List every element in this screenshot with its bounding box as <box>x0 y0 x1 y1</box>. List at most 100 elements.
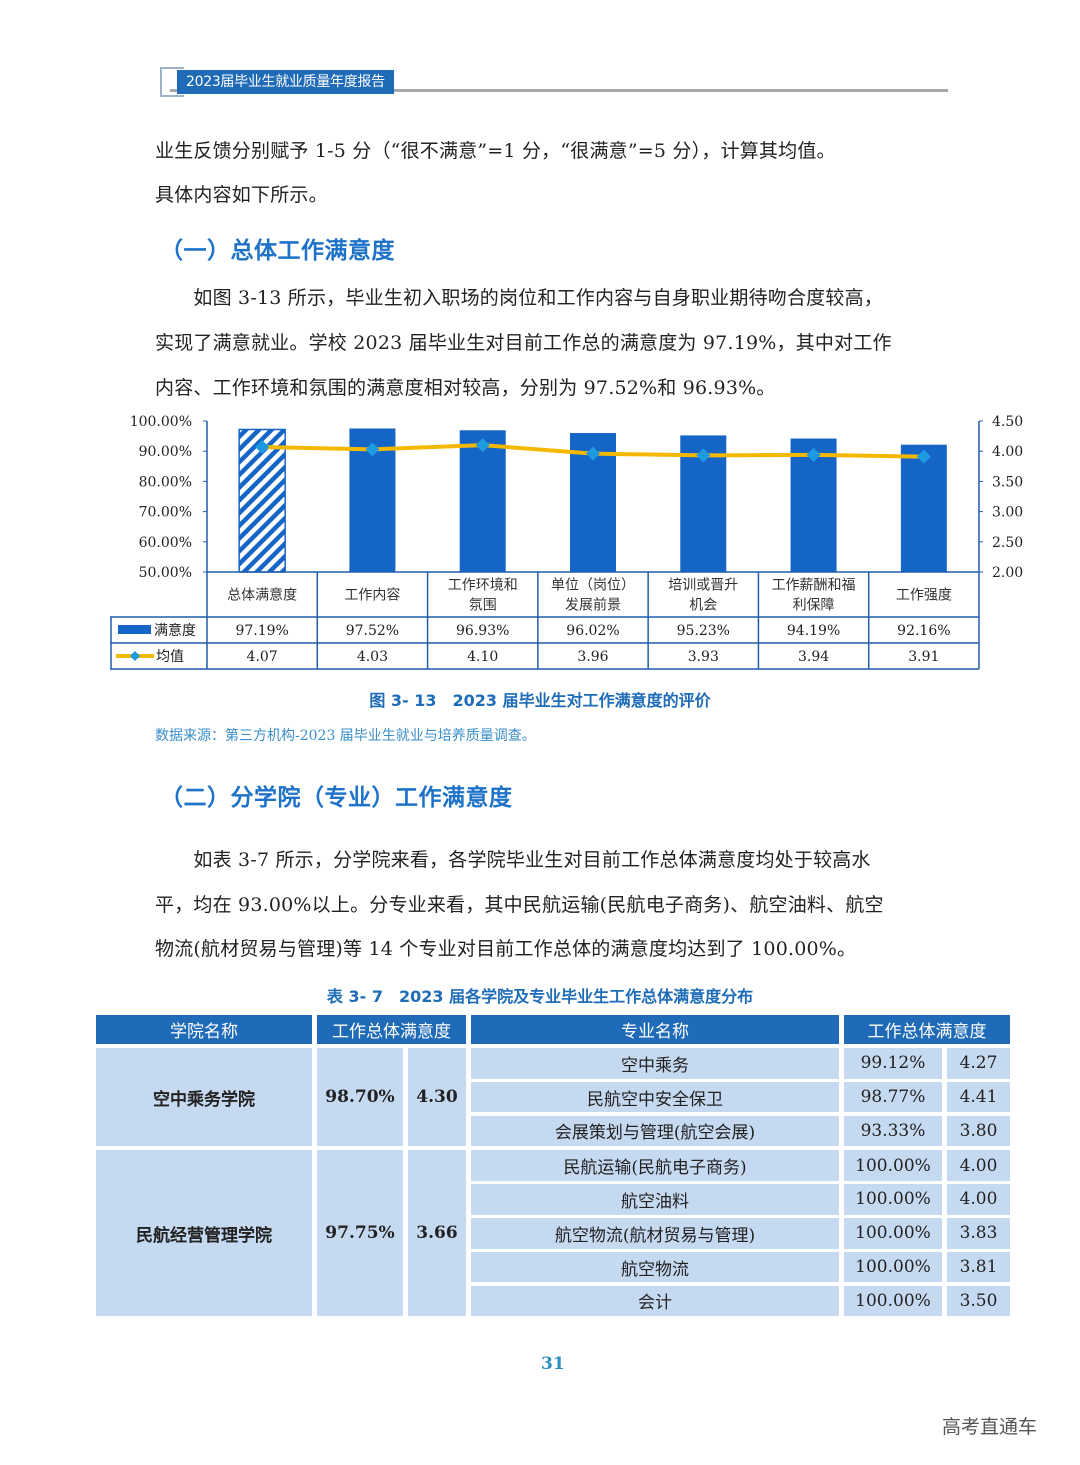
table-caption: 表 3- 7 2023 届各学院及专业毕业生工作总体满意度分布 <box>326 987 754 1006</box>
section-heading-by-college: （二）分学院（专业）工作满意度 <box>160 785 513 811</box>
diamond-marker-icon <box>696 448 711 463</box>
left-axis-tick-label: 100.00% <box>130 414 192 430</box>
left-axis-tick-label: 90.00% <box>139 444 192 460</box>
legend-label-satisfaction: 满意度 <box>154 622 196 639</box>
major-mean-cell: 4.00 <box>947 1184 1010 1215</box>
diamond-marker-icon <box>475 438 490 453</box>
legend-bar-swatch-icon <box>118 625 151 634</box>
section2-para-line-1: 如表 3-7 所示，分学院来看，各学院毕业生对目前工作总体满意度均处于较高水 <box>155 849 871 871</box>
section2-para-line-3: 物流(航材贸易与管理)等 14 个专业对目前工作总体的满意度均达到了 100.0… <box>155 938 857 960</box>
college-name-cell: 空中乘务学院 <box>96 1048 312 1147</box>
satisfaction-value: 97.52% <box>346 623 399 639</box>
college-name-cell: 民航经营管理学院 <box>96 1150 312 1317</box>
mean-value: 4.07 <box>247 649 278 665</box>
diamond-marker-icon <box>255 439 270 454</box>
major-mean-cell: 3.50 <box>947 1285 1010 1317</box>
satisfaction-value: 97.19% <box>235 623 288 639</box>
major-mean-cell: 3.80 <box>947 1115 1010 1147</box>
major-name-cell: 民航空中安全保卫 <box>471 1081 839 1113</box>
major-rate-cell: 100.00% <box>844 1251 942 1283</box>
left-axis-tick-label: 60.00% <box>139 535 192 551</box>
section2-para-line-2: 平，均在 93.00%以上。分专业来看，其中民航运输(民航电子商务)、航空油料、… <box>155 894 884 916</box>
right-axis-tick-label: 2.50 <box>992 535 1023 551</box>
major-mean-cell: 3.83 <box>947 1218 1010 1249</box>
major-name-cell: 民航运输(民航电子商务) <box>471 1150 839 1181</box>
header-college-satisfaction: 工作总体满意度 <box>317 1015 466 1044</box>
category-label: 利保障 <box>793 598 835 614</box>
header-college-name: 学院名称 <box>96 1015 312 1044</box>
major-rate-cell: 100.00% <box>844 1218 942 1249</box>
college-rate-cell: 97.75% <box>317 1150 403 1317</box>
category-label: 单位（岗位） <box>551 578 635 594</box>
section1-para-line-1: 如图 3-13 所示，毕业生初入职场的岗位和工作内容与自身职业期待吻合度较高， <box>155 287 883 309</box>
category-label: 培训或晋升 <box>668 578 738 594</box>
bar <box>900 444 947 572</box>
watermark-text: 高考直通车 <box>942 1416 1038 1438</box>
satisfaction-value: 95.23% <box>677 623 730 639</box>
right-axis-tick-label: 4.50 <box>992 414 1023 430</box>
mean-value: 4.03 <box>357 649 388 665</box>
mean-value: 4.10 <box>467 649 498 665</box>
major-name-cell: 空中乘务 <box>471 1048 839 1079</box>
right-axis-tick-label: 3.00 <box>992 505 1023 521</box>
bar <box>459 430 506 572</box>
diamond-marker-icon <box>806 447 821 462</box>
major-mean-cell: 3.81 <box>947 1251 1010 1283</box>
figure-caption: 图 3- 13 2023 届毕业生对工作满意度的评价 <box>369 691 711 710</box>
category-label: 氛围 <box>469 598 497 614</box>
category-label: 机会 <box>689 598 717 614</box>
satisfaction-combo-chart: 100.00% 90.00% 80.00% 70.00% 60.00% 50.00% 4.5… <box>110 410 1040 675</box>
college-rate-cell: 98.70% <box>317 1048 403 1147</box>
college-mean-cell: 3.66 <box>408 1150 466 1317</box>
header-major-name: 专业名称 <box>471 1015 839 1044</box>
major-name-cell: 航空物流(航材贸易与管理) <box>471 1218 839 1249</box>
major-mean-cell: 4.27 <box>947 1048 1010 1079</box>
diamond-marker-icon <box>586 446 600 461</box>
page-number: 31 <box>541 1354 565 1374</box>
category-label: 工作环境和 <box>448 578 518 594</box>
category-label: 工作强度 <box>896 588 952 604</box>
mean-value: 3.91 <box>908 649 939 665</box>
section1-para-line-3: 内容、工作环境和氛围的满意度相对较高，分别为 97.52%和 96.93%。 <box>155 377 776 399</box>
satisfaction-value: 94.19% <box>787 623 840 639</box>
college-mean-cell: 4.30 <box>408 1048 466 1147</box>
intro-line-2: 具体内容如下所示。 <box>155 184 328 206</box>
header-major-satisfaction: 工作总体满意度 <box>844 1015 1010 1044</box>
major-rate-cell: 100.00% <box>844 1184 942 1215</box>
right-axis-tick-label: 2.00 <box>992 565 1023 581</box>
right-axis-tick-label: 4.00 <box>992 444 1023 460</box>
satisfaction-value: 92.16% <box>897 623 950 639</box>
diamond-marker-icon <box>916 449 931 464</box>
legend-diamond-icon <box>130 651 140 661</box>
category-label: 总体满意度 <box>227 587 297 604</box>
mean-value: 3.93 <box>688 649 719 665</box>
major-rate-cell: 93.33% <box>844 1115 942 1147</box>
major-name-cell: 会计 <box>471 1285 839 1317</box>
satisfaction-value: 96.02% <box>566 623 619 639</box>
left-axis-tick-label: 50.00% <box>139 565 192 581</box>
section1-para-line-2: 实现了满意就业。学校 2023 届毕业生对目前工作总的满意度为 97.19%，其… <box>155 332 892 354</box>
major-rate-cell: 98.77% <box>844 1081 942 1113</box>
chart-canvas: 100.00% 90.00% 80.00% 70.00% 60.00% 50.00% 4.5… <box>110 414 1023 670</box>
diamond-marker-icon <box>365 442 380 457</box>
mean-value: 3.94 <box>798 649 829 665</box>
header-frame-decoration <box>160 67 184 97</box>
major-rate-cell: 100.00% <box>844 1150 942 1181</box>
category-label: 工作内容 <box>344 587 400 604</box>
report-title-banner: 2023届毕业生就业质量年度报告 <box>177 70 394 94</box>
major-name-cell: 航空物流 <box>471 1251 839 1283</box>
left-axis-tick-label: 70.00% <box>139 505 192 521</box>
category-label: 发展前景 <box>565 597 621 614</box>
intro-line-1: 业生反馈分别赋予 1-5 分（“很不满意”=1 分，“很满意”=5 分），计算其… <box>155 140 836 162</box>
major-name-cell: 会展策划与管理(航空会展) <box>471 1115 839 1147</box>
section-heading-overall: （一）总体工作满意度 <box>160 238 395 264</box>
header-rule <box>170 89 948 92</box>
major-rate-cell: 100.00% <box>844 1285 942 1317</box>
category-label: 工作薪酬和福 <box>772 578 856 594</box>
mean-value: 3.96 <box>577 649 608 665</box>
data-source-note: 数据来源：第三方机构-2023 届毕业生就业与培养质量调查。 <box>155 728 536 744</box>
major-rate-cell: 99.12% <box>844 1048 942 1079</box>
major-mean-cell: 4.00 <box>947 1150 1010 1181</box>
left-axis-tick-label: 80.00% <box>139 474 192 490</box>
right-axis-tick-label: 3.50 <box>992 474 1023 490</box>
